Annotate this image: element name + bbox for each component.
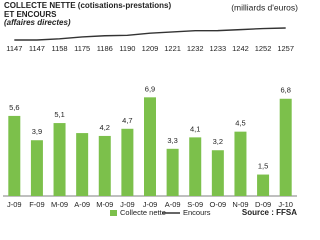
chart-title-line2: ET ENCOURS <box>4 10 57 19</box>
bar <box>121 128 134 196</box>
data-label: 6,9 <box>145 84 155 93</box>
bar <box>144 97 156 196</box>
data-label: 1158 <box>51 44 67 53</box>
x-tick-label: A-09 <box>74 200 90 209</box>
bar <box>8 115 21 196</box>
data-label: 1175 <box>74 44 90 53</box>
data-label: 1209 <box>142 44 159 53</box>
data-label: 1233 <box>210 44 227 53</box>
data-label: 1232 <box>187 44 204 53</box>
x-tick-label: D-09 <box>255 200 271 209</box>
legend-label: Encours <box>183 208 211 217</box>
data-label: 1147 <box>6 44 22 53</box>
bar <box>211 150 224 196</box>
unit-note: (milliards d'euros) <box>231 2 298 12</box>
data-label: 3,2 <box>213 137 223 146</box>
source: Source : FFSA <box>242 208 297 217</box>
bar <box>76 133 89 196</box>
data-label: 4,5 <box>235 119 245 128</box>
data-label: 1147 <box>29 44 45 53</box>
legend-label: Collecte nette <box>120 208 166 217</box>
x-tick-label: J-09 <box>7 200 22 209</box>
bar <box>98 135 111 196</box>
chart-title: COLLECTE NETTE (cotisations-prestations) <box>4 1 171 10</box>
line <box>14 27 286 41</box>
chart-subtitle: (affaires directes) <box>4 18 71 27</box>
x-tick-label: S-09 <box>187 200 203 209</box>
x-tick-label: F-09 <box>29 200 44 209</box>
x-tick-label: A-09 <box>165 200 181 209</box>
x-tick-label: J-10 <box>278 200 293 209</box>
bar <box>30 140 43 196</box>
data-label: 4,1 <box>190 124 200 133</box>
data-label: 1221 <box>164 44 181 53</box>
x-tick-label: J-09 <box>120 200 135 209</box>
data-label: 1252 <box>255 44 272 53</box>
data-label: 5,1 <box>54 110 64 119</box>
bar <box>279 98 292 196</box>
data-label: 1257 <box>277 44 294 53</box>
bar <box>53 123 66 196</box>
chart: COLLECTE NETTE (cotisations-prestations)… <box>3 1 298 217</box>
bar <box>189 137 202 196</box>
data-label: 1190 <box>119 44 135 53</box>
x-tick-label: M-09 <box>51 200 68 209</box>
data-label: 3,3 <box>167 136 177 145</box>
legend-swatch <box>110 210 117 216</box>
data-label: 4,2 <box>100 123 110 132</box>
bar <box>257 174 270 196</box>
x-tick-label: M-09 <box>96 200 113 209</box>
data-label: 1,5 <box>258 162 268 171</box>
data-label: 4,7 <box>122 116 132 125</box>
x-tick-label: O-09 <box>210 200 227 209</box>
data-label: 1186 <box>97 44 113 53</box>
x-tick-label: J-09 <box>143 200 158 209</box>
data-label: 1242 <box>232 44 249 53</box>
bar <box>166 148 179 196</box>
data-label: 5,6 <box>9 103 19 112</box>
x-tick-label: N-09 <box>232 200 248 209</box>
data-label: 3,9 <box>32 127 42 136</box>
bar <box>234 131 247 196</box>
data-label: 6,8 <box>280 86 290 95</box>
